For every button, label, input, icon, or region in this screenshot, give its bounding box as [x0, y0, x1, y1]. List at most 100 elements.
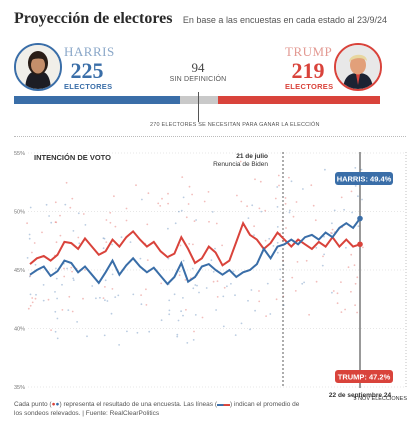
poll-dot: [288, 176, 290, 179]
poll-dot: [28, 233, 31, 236]
poll-dot: [187, 203, 190, 205]
footer-source: los sondeos relevados. | Fuente: RealCle…: [14, 410, 160, 417]
poll-dot: [284, 202, 287, 205]
poll-dot: [223, 286, 226, 289]
poll-dot: [253, 225, 256, 228]
poll-dot: [357, 195, 359, 198]
poll-dot: [361, 198, 363, 201]
poll-dot: [78, 242, 81, 245]
poll-dot: [296, 261, 299, 263]
poll-dot: [215, 309, 218, 311]
poll-dot: [148, 330, 151, 333]
poll-dot: [72, 230, 75, 232]
poll-dot: [265, 315, 267, 317]
poll-dot: [188, 185, 191, 188]
poll-dot: [264, 239, 267, 242]
poll-dot: [114, 225, 117, 228]
poll-dot: [54, 310, 57, 313]
poll-dot: [260, 210, 263, 213]
poll-dot: [70, 266, 73, 269]
poll-dot: [340, 311, 343, 313]
poll-dot: [215, 222, 218, 225]
poll-dot: [310, 184, 313, 187]
poll-dot: [314, 219, 317, 222]
undecided-summary: 94 SIN DEFINICIÓN: [168, 60, 228, 83]
poll-dot: [146, 259, 149, 261]
poll-dot: [42, 299, 45, 302]
harris-bar: [14, 96, 180, 104]
poll-dot: [54, 221, 57, 223]
poll-dot: [336, 302, 339, 305]
trump-average-line: [29, 220, 361, 267]
poll-dot: [264, 209, 267, 212]
poll-dot: [212, 280, 215, 283]
poll-dot: [249, 328, 251, 331]
poll-dot: [192, 243, 194, 246]
harris-name: HARRIS: [64, 44, 115, 59]
poll-dot: [111, 288, 114, 290]
poll-dot: [173, 293, 176, 296]
poll-dot: [54, 201, 57, 204]
poll-dot: [194, 314, 197, 316]
poll-dot: [295, 201, 298, 203]
poll-dot: [356, 276, 359, 279]
poll-dot: [258, 290, 260, 292]
poll-dot: [140, 303, 143, 306]
poll-dot: [279, 278, 282, 281]
poll-dot: [99, 296, 101, 299]
harris-portrait-icon: [16, 45, 60, 89]
poll-dot: [269, 313, 272, 315]
poll-dot: [110, 312, 113, 315]
poll-dot: [111, 243, 113, 246]
biden-annotation: Renuncia de Biden: [213, 161, 268, 168]
poll-dot: [161, 197, 163, 200]
poll-dot: [167, 202, 170, 205]
poll-dot: [77, 236, 80, 239]
poll-dot: [182, 259, 185, 262]
y-tick-label: 50%: [14, 210, 25, 216]
poll-dot: [71, 197, 74, 200]
y-tick-label: 45%: [14, 268, 25, 274]
footer-text-3: ) indican el promedio de: [230, 401, 300, 408]
harris-electors-label: ELECTORES: [64, 82, 113, 91]
poll-dot: [176, 333, 179, 336]
poll-dot: [34, 263, 37, 266]
poll-dot: [291, 276, 294, 279]
poll-dot: [47, 298, 50, 301]
poll-dot: [301, 282, 304, 285]
current-date-label: 22 de septiembre 24: [329, 392, 392, 399]
footer-text-1: Cada punto (: [14, 401, 52, 408]
poll-dot: [140, 294, 143, 296]
poll-dot: [67, 309, 70, 311]
poll-dot: [125, 207, 128, 210]
poll-dot: [253, 234, 255, 236]
poll-dot: [132, 293, 135, 296]
poll-dot: [196, 284, 198, 287]
poll-dot: [240, 200, 243, 203]
poll-dot: [276, 206, 279, 208]
poll-dot: [234, 334, 237, 336]
poll-dot: [45, 203, 48, 206]
poll-dot: [50, 329, 52, 331]
trump-value-label: TRUMP: 47.2%: [338, 373, 391, 382]
poll-dot: [177, 319, 180, 322]
poll-dot: [84, 269, 86, 271]
poll-dot: [120, 236, 123, 239]
poll-dot: [109, 221, 112, 224]
poll-dot: [216, 296, 219, 298]
poll-dot: [226, 285, 228, 288]
harris-electors: 225: [70, 58, 104, 83]
trump-summary: TRUMP 219 ELECTORES: [285, 44, 333, 91]
poll-dot: [95, 297, 97, 300]
poll-dot: [182, 314, 184, 317]
poll-dot: [214, 247, 216, 250]
poll-dot: [146, 223, 149, 226]
poll-dot: [125, 219, 128, 222]
poll-dot: [201, 316, 204, 319]
poll-dot: [274, 197, 277, 200]
poll-dot: [86, 335, 88, 338]
poll-dot: [222, 295, 225, 298]
poll-dot: [247, 299, 249, 302]
poll-dot: [357, 225, 360, 228]
poll-dot: [63, 267, 65, 270]
